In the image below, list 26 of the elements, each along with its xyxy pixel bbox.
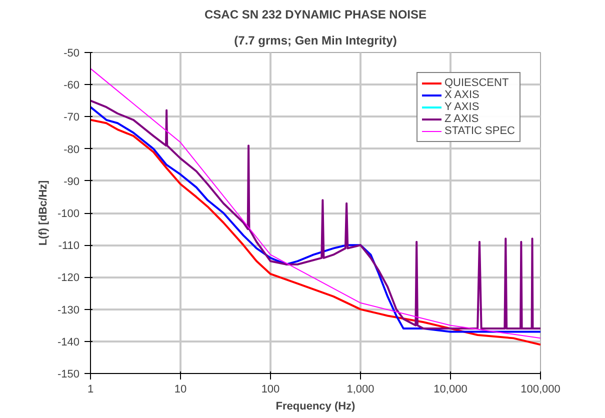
x-tick-label: 1 [87, 384, 94, 396]
y-tick-label: -80 [64, 144, 80, 156]
legend-label: QUIESCENT [444, 77, 509, 89]
x-tick-label: 1,000 [346, 384, 374, 396]
y-axis-title: L(f) [dBc/Hz] [37, 180, 50, 246]
y-tick-label: -120 [57, 272, 80, 284]
y-tick-label: -70 [64, 112, 80, 124]
legend-label: STATIC SPEC [444, 125, 515, 137]
legend-label: X AXIS [444, 89, 480, 101]
x-tick-label: 100,000 [520, 384, 560, 396]
y-tick-label: -110 [58, 240, 80, 252]
y-tick-label: -100 [57, 208, 80, 220]
y-tick-label: -90 [64, 176, 80, 188]
x-tick-label: 10,000 [434, 384, 468, 396]
x-tick-label: 100 [261, 384, 280, 396]
chart-title: CSAC SN 232 DYNAMIC PHASE NOISE [204, 8, 427, 22]
chart-subtitle: (7.7 grms; Gen Min Integrity) [234, 34, 397, 48]
y-tick-label: -50 [64, 48, 80, 60]
y-tick-label: -130 [57, 304, 80, 316]
legend-label: Z AXIS [444, 113, 479, 125]
y-tick-label: -150 [57, 368, 80, 380]
x-axis-title: Frequency (Hz) [276, 400, 356, 412]
y-tick-label: -140 [57, 336, 80, 348]
y-tick-label: -60 [64, 80, 80, 92]
legend-label: Y AXIS [444, 101, 480, 113]
x-tick-label: 10 [174, 384, 187, 396]
